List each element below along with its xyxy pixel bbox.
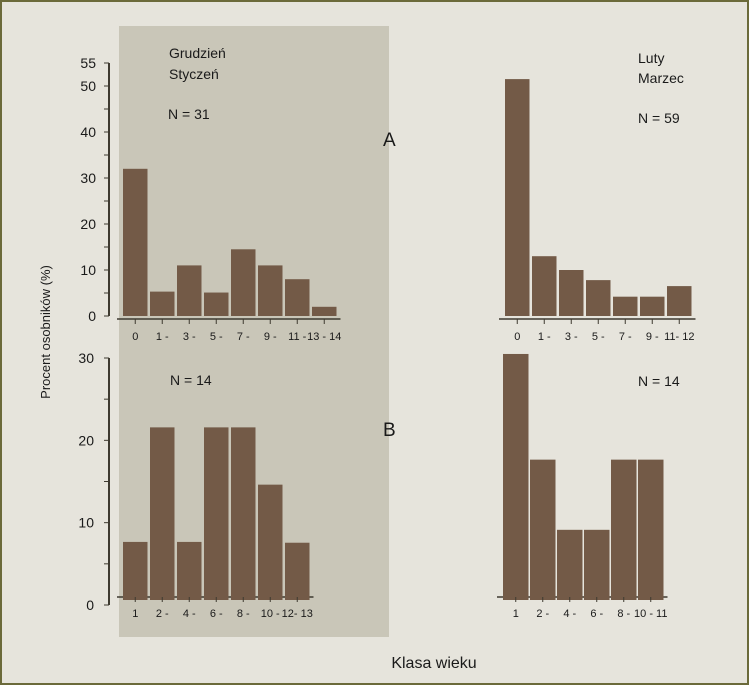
panel-b-right-x-tick-label: 1 [513, 608, 519, 620]
panel-b-right-x-tick-label: 4 - [563, 608, 576, 620]
panel-a-left-x-tick-label: 11 - [288, 331, 306, 343]
panel-b-right-bar [503, 353, 529, 600]
panel-b-left-y-tick-label: 20 [78, 432, 94, 448]
panel-b-left-x-tick-label: 4 - [183, 608, 196, 620]
panel-b-left-x-tick-label: 12- 13 [282, 608, 313, 620]
panel-a-left-bar [231, 249, 256, 316]
panel-a-left-y-tick-label: 20 [80, 216, 96, 232]
panel-a-right-bar [532, 256, 557, 316]
panel-b-right-bar [638, 459, 664, 600]
panel-b-right-n-label: N = 14 [638, 373, 680, 389]
panel-b-right-x-tick-label: 10 - 11 [634, 608, 667, 620]
row-label-b: B [383, 420, 396, 441]
panel-b-left-x-tick-label: 2 - [156, 608, 169, 620]
panel-a-left-n-label: N = 31 [168, 106, 210, 122]
panel-a-left-y-tick-label: 10 [80, 262, 96, 278]
panel-a-right-bar [640, 296, 665, 316]
panel-a-left-y-tick-label: 30 [80, 170, 96, 186]
panel-a-left-x-tick-label: 0 [132, 331, 138, 343]
panel-a-right-bar [505, 79, 530, 316]
panel-b-left-x-tick-label: 6 - [210, 608, 223, 620]
panel-b-right-x-tick-label: 2 - [536, 608, 549, 620]
panel-b-left-x-tick-label: 1 [132, 608, 138, 620]
panel-a-right-x-tick-label: 9 - [646, 331, 659, 343]
panel-b-right-bar [584, 529, 610, 600]
panel-b-left-bar [177, 541, 202, 600]
x-axis-label: Klasa wieku [391, 655, 476, 672]
panel-b-right-x-tick-label: 6 - [590, 608, 603, 620]
panel-a-left-x-tick-label: 1 - [156, 331, 169, 343]
panel-a-left-y-tick-label: 55 [80, 55, 96, 71]
panel-a-left-bar [258, 265, 283, 316]
panel-b-left-x-tick-label: 8 - [237, 608, 250, 620]
y-axis-label: Procent osobników (%) [38, 265, 53, 399]
panel-b-left-bar [123, 541, 148, 600]
panel-b-left-y-tick-label: 10 [78, 515, 94, 531]
panel-a-right-x-tick-label: 11- 12 [664, 331, 694, 343]
panel-a-left-bar [177, 265, 202, 316]
panel-a-left-y-tick-label: 40 [80, 124, 96, 140]
panel-b-left-bar [258, 484, 283, 600]
panel-b-left-bar [204, 427, 229, 600]
column-label-right-1: Luty [638, 50, 664, 66]
panel-b-right-x-tick-label: 8 - [617, 608, 630, 620]
panel-a-left-bar [285, 279, 310, 316]
panel-a-left-x-tick-label: 3 - [183, 331, 196, 343]
panel-a-left-x-tick-label: 5 - [210, 331, 223, 343]
panel-b-left-bar [231, 427, 256, 600]
column-label-right-2: Marzec [638, 70, 684, 86]
panel-a-left-bar [204, 292, 229, 316]
panel-b-right-bar [611, 459, 637, 600]
panel-b-left-n-label: N = 14 [170, 372, 212, 388]
panel-b-right-bar [530, 459, 556, 600]
column-label-left-1: Grudzień [169, 45, 226, 61]
panel-b-left-y-tick-label: 0 [86, 597, 94, 613]
panel-a-right-x-tick-label: 0 [514, 331, 520, 343]
panel-a-right-x-tick-label: 5 - [592, 331, 605, 343]
panel-a-right-bar [559, 270, 584, 316]
panel-a-left-x-tick-label: 13 - 14 [307, 331, 341, 343]
panel-b-right-bar [557, 529, 583, 600]
panel-b-left-bar [150, 427, 175, 600]
panel-a-left-y-tick-label: 0 [88, 308, 96, 324]
panel-a-left-y-tick-label: 50 [80, 78, 96, 94]
panel-a-right-bar [667, 286, 692, 316]
panel-b-left-bar [285, 542, 310, 600]
panel-a-left-bar [150, 291, 175, 316]
panel-b-left-x-tick-label: 10 - [261, 608, 280, 620]
panel-a-left-x-tick-label: 7 - [237, 331, 250, 343]
panel-a-right-bar [613, 296, 638, 316]
panel-a-left-bar [123, 168, 148, 316]
panel-a-right-bar [586, 280, 611, 316]
panel-a-right-x-tick-label: 3 - [565, 331, 578, 343]
panel-a-right-n-label: N = 59 [638, 110, 680, 126]
panel-a-right-x-tick-label: 1 - [538, 331, 551, 343]
panel-a-right-x-tick-label: 7 - [619, 331, 632, 343]
panel-b-left-y-tick-label: 30 [78, 350, 94, 366]
panel-a-left-x-tick-label: 9 - [264, 331, 277, 343]
row-label-a: A [383, 130, 396, 151]
panel-a-left-bar [312, 306, 337, 316]
column-label-left-2: Styczeń [169, 66, 219, 82]
